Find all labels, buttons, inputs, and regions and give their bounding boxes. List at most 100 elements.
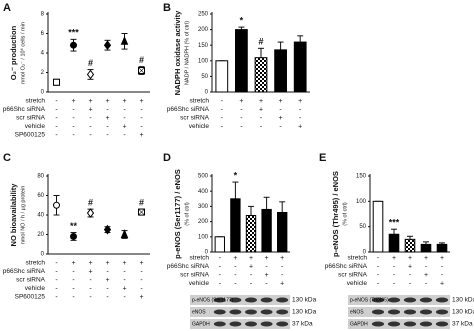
row-sign: + — [122, 260, 126, 267]
row-sign: - — [234, 272, 237, 279]
y-tick-label: 0 — [41, 252, 45, 258]
row-sign: + — [424, 272, 428, 279]
row-sign: - — [55, 260, 58, 267]
blot-band — [229, 309, 242, 315]
blot-band — [387, 297, 401, 303]
row-sign: - — [140, 123, 143, 130]
row-sign: - — [72, 132, 75, 139]
row-sign: + — [88, 260, 92, 267]
bar — [254, 57, 268, 93]
row-label: scr siRNA — [16, 115, 46, 122]
y-tick-label: 200 — [198, 27, 209, 33]
row-sign: - — [377, 280, 380, 287]
y-tick-label: 2 — [41, 70, 45, 76]
row-sign: + — [88, 268, 92, 275]
row-sign: - — [265, 280, 268, 287]
blot-kda: 130 kDa — [452, 297, 474, 304]
bar — [293, 41, 307, 93]
y-axis-label: p-eNOS (Ser1177) / eNOS — [173, 169, 182, 259]
row-sign: - — [219, 272, 222, 279]
significance: ** — [70, 221, 78, 231]
y-axis-label: p-eNOS (Thr495) / eNOS — [331, 171, 340, 257]
row-sign: + — [259, 106, 263, 113]
row-sign: - — [250, 272, 253, 279]
row-label: p66Shc siRNA — [167, 106, 210, 113]
blot-band — [403, 309, 417, 315]
row-sign: - — [72, 277, 75, 284]
y-axis-sublabel: (% of ctrl) — [342, 202, 348, 226]
row-sign: + — [105, 260, 109, 267]
y-tick-label: 8 — [41, 12, 45, 18]
y-tick-label: 100 — [198, 58, 209, 64]
blot-band — [260, 309, 273, 315]
row-sign: - — [55, 106, 58, 113]
row-sign: - — [281, 272, 284, 279]
row-sign: + — [71, 260, 75, 267]
marker — [103, 224, 112, 235]
blot-kda: 130 kDa — [452, 309, 474, 316]
row-label: SP600125 — [15, 294, 46, 301]
blot-band — [245, 321, 257, 327]
row-label: scr siRNA — [338, 272, 368, 279]
y-axis-label: NADPH oxidase activity — [173, 10, 182, 95]
blot-band — [213, 321, 226, 327]
row-sign: + — [424, 255, 428, 262]
blot-band — [387, 321, 401, 327]
row-sign: - — [123, 115, 126, 122]
row-sign: - — [219, 280, 222, 287]
blot-band — [371, 297, 385, 303]
significance: # — [88, 58, 93, 68]
y-tick-label: 100 — [198, 234, 209, 240]
y-tick-label: 20 — [37, 232, 44, 238]
blot-label: eNOS — [350, 309, 364, 315]
marker — [86, 208, 95, 218]
row-sign: - — [72, 294, 75, 301]
row-sign: - — [234, 280, 237, 287]
row-label: p66Shc siRNA — [167, 263, 210, 270]
row-sign: + — [249, 263, 253, 270]
row-label: vehicle — [189, 280, 210, 287]
blot-band — [245, 309, 257, 315]
y-tick-label: 50 — [201, 74, 208, 80]
blot-band — [419, 321, 433, 327]
row-sign: - — [140, 285, 143, 292]
row-sign: - — [393, 263, 396, 270]
row-sign: - — [55, 294, 58, 301]
significance: # — [139, 198, 144, 208]
bar — [230, 198, 241, 253]
y-axis-label: O₂⁻ production — [9, 25, 18, 80]
row-sign: - — [106, 294, 109, 301]
blot-band — [213, 297, 226, 303]
row-sign: - — [409, 272, 412, 279]
row-sign: - — [89, 132, 92, 139]
row-sign: - — [55, 115, 58, 122]
marker — [53, 78, 60, 86]
row-label: stretch — [347, 255, 367, 262]
row-sign: - — [234, 263, 237, 270]
blot-kda: 130 kDa — [292, 309, 317, 316]
row-label: stretch — [25, 260, 45, 267]
row-sign: - — [279, 123, 282, 130]
row-sign: - — [409, 280, 412, 287]
row-sign: + — [233, 255, 237, 262]
blot-band — [403, 321, 417, 327]
blot-label: p-eNOS (Ser1177) — [192, 297, 234, 303]
row-sign: - — [123, 106, 126, 113]
marker — [70, 41, 77, 49]
row-sign: - — [72, 106, 75, 113]
row-label: stretch — [189, 98, 209, 105]
y-tick-label: 150 — [198, 43, 209, 49]
row-sign: - — [221, 98, 224, 105]
row-sign: - — [123, 268, 126, 275]
row-sign: - — [221, 115, 224, 122]
blot-band — [419, 309, 433, 315]
y-tick-label: 300 — [198, 204, 209, 210]
row-sign: - — [89, 294, 92, 301]
row-sign: - — [441, 272, 444, 279]
row-label: scr siRNA — [180, 272, 210, 279]
blot-band — [419, 297, 433, 303]
panel-letter: B — [163, 2, 171, 14]
row-sign: - — [106, 268, 109, 275]
row-sign: + — [139, 132, 143, 139]
